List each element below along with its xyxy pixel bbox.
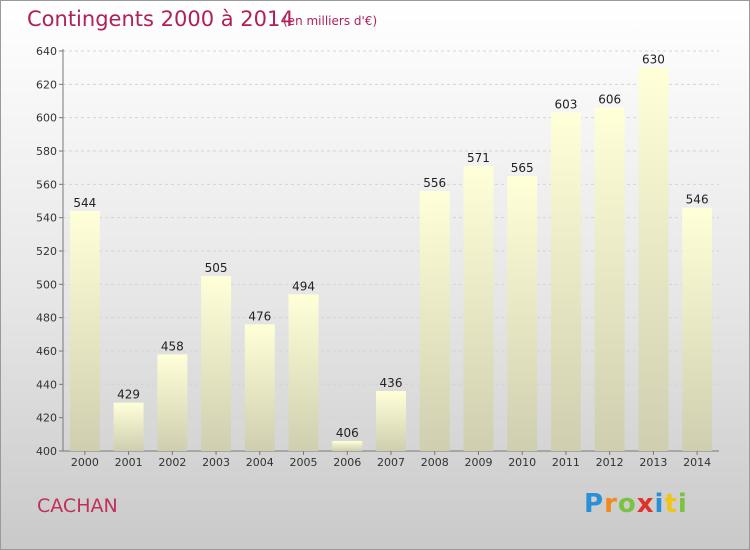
x-tick-label-2013: 2013 (639, 456, 667, 469)
value-label-2005: 494 (292, 279, 315, 293)
x-tick-label-2000: 2000 (71, 456, 99, 469)
y-tick-label: 400 (36, 445, 57, 458)
y-tick-label: 440 (36, 378, 57, 391)
bar-2006 (332, 441, 363, 451)
bar-2004 (244, 324, 275, 451)
logo-letter: r (604, 489, 618, 519)
value-label-2013: 630 (642, 53, 665, 67)
x-tick-label-2001: 2001 (115, 456, 143, 469)
x-tick-label-2003: 2003 (202, 456, 230, 469)
bar-2014 (682, 207, 713, 451)
bar-2001 (113, 402, 144, 451)
value-label-2012: 606 (598, 93, 621, 107)
logo-letter: o (617, 489, 637, 519)
x-tick-label-2002: 2002 (158, 456, 186, 469)
y-tick-label: 560 (36, 178, 57, 191)
x-tick-label-2007: 2007 (377, 456, 405, 469)
x-tick-label-2014: 2014 (683, 456, 711, 469)
commune-name: CACHAN (37, 495, 118, 517)
logo-letter: i (677, 489, 688, 519)
x-tick-label-2009: 2009 (464, 456, 492, 469)
x-tick-label-2006: 2006 (333, 456, 361, 469)
value-label-2003: 505 (205, 261, 228, 275)
chart-title: Contingents 2000 à 2014 (27, 7, 294, 31)
bar-2002 (157, 354, 188, 451)
value-label-2007: 436 (380, 376, 403, 390)
bar-2010 (507, 176, 538, 451)
y-tick-label: 540 (36, 212, 57, 225)
bar-2008 (419, 191, 450, 451)
labels: 2000 544 2001 429 2002 458 2003 505 2004 476 2005 4… (71, 53, 711, 469)
logo-letter: x (636, 489, 655, 519)
bar-2007 (376, 391, 406, 451)
y-tick-label: 460 (36, 345, 57, 358)
bar-2000 (69, 211, 100, 451)
y-tick-label: 640 (36, 45, 57, 58)
logo-letter: P (584, 489, 605, 519)
y-tick-label: 600 (36, 112, 57, 125)
x-tick-label-2004: 2004 (246, 456, 274, 469)
value-label-2010: 565 (511, 161, 534, 175)
bar-2005 (288, 294, 319, 451)
bar-2012 (594, 107, 625, 452)
x-tick-label-2005: 2005 (290, 456, 318, 469)
value-label-2006: 406 (336, 426, 359, 440)
value-label-2009: 571 (467, 151, 490, 165)
value-label-2000: 544 (73, 196, 96, 210)
bar-2009 (463, 166, 494, 451)
value-label-2001: 429 (117, 388, 140, 402)
x-tick-label-2008: 2008 (421, 456, 449, 469)
value-label-2002: 458 (161, 339, 184, 353)
logo-letter: i (654, 489, 665, 519)
bar-2011 (550, 112, 581, 452)
x-tick-label-2012: 2012 (596, 456, 624, 469)
value-label-2008: 556 (423, 176, 446, 190)
y-tick-label: 480 (36, 312, 57, 325)
x-tick-label-2011: 2011 (552, 456, 580, 469)
value-label-2004: 476 (248, 309, 271, 323)
value-label-2011: 603 (554, 98, 577, 112)
chart-subtitle: (en milliers d'€) (283, 14, 378, 28)
y-tick-label: 420 (36, 412, 57, 425)
y-tick-label: 520 (36, 245, 57, 258)
bar-2013 (638, 67, 669, 452)
bars (69, 67, 713, 452)
x-tick-label-2010: 2010 (508, 456, 536, 469)
y-tick-label: 580 (36, 145, 57, 158)
y-tick-label: 500 (36, 278, 57, 291)
bar-2003 (201, 276, 232, 451)
value-label-2014: 546 (686, 193, 709, 207)
logo-letter: t (664, 489, 678, 519)
proxiti-logo: Proxiti (584, 489, 688, 519)
y-tick-label: 620 (36, 78, 57, 91)
